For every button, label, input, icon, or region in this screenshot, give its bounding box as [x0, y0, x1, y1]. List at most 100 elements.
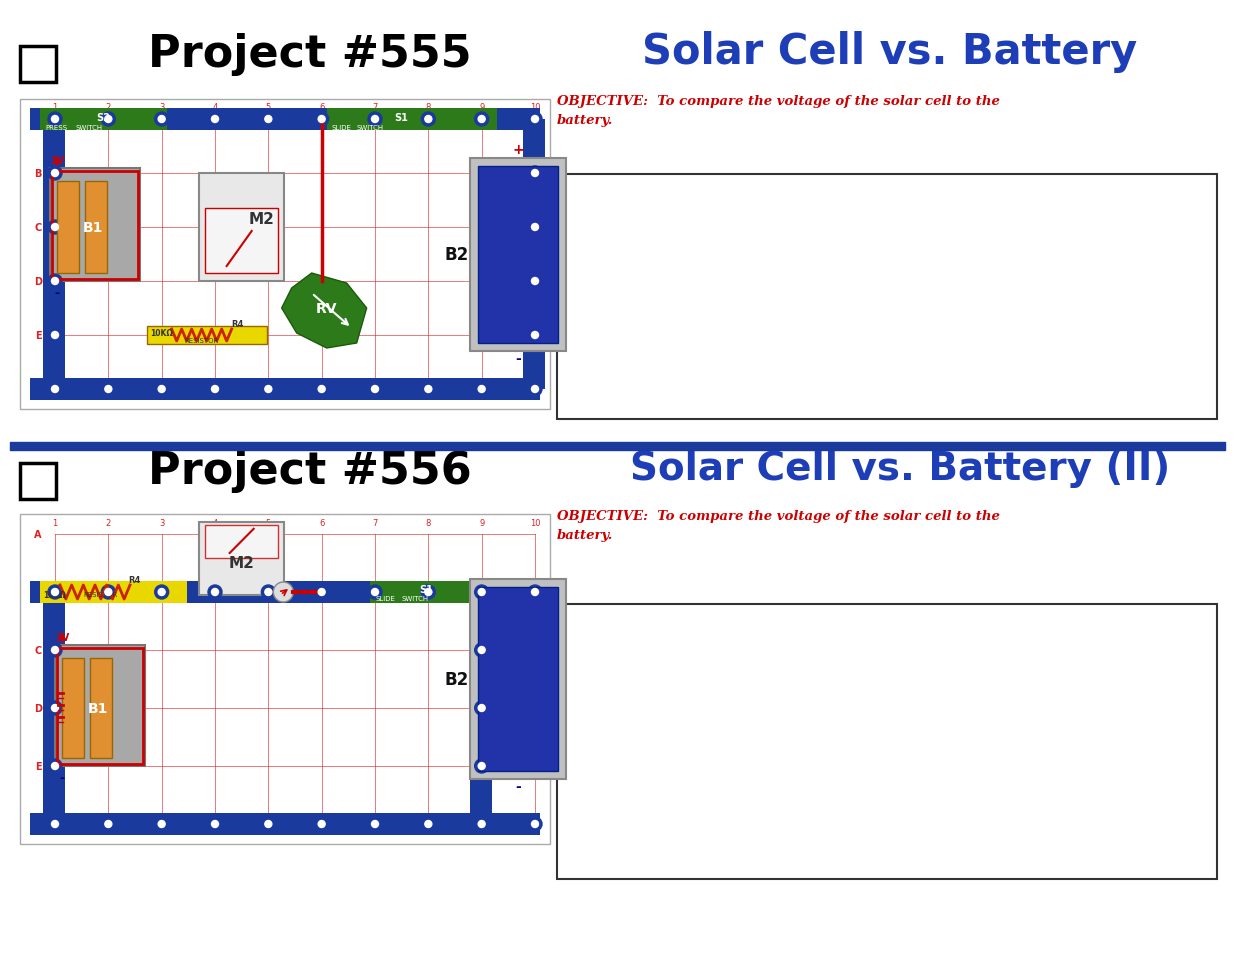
- Circle shape: [105, 386, 112, 393]
- Text: Solar Cell vs. Battery: Solar Cell vs. Battery: [642, 30, 1137, 73]
- Circle shape: [478, 589, 485, 596]
- Text: 3: 3: [159, 103, 164, 112]
- Bar: [57, 182, 79, 274]
- Text: +: +: [52, 156, 62, 169]
- Text: S1: S1: [419, 584, 432, 595]
- Circle shape: [531, 116, 538, 123]
- Circle shape: [273, 582, 294, 602]
- Text: D: D: [35, 276, 42, 287]
- Bar: [478, 167, 558, 343]
- Text: 7: 7: [372, 103, 378, 112]
- Circle shape: [315, 585, 329, 599]
- Circle shape: [207, 585, 222, 599]
- Bar: [85, 182, 107, 274]
- Circle shape: [262, 817, 275, 831]
- Circle shape: [264, 589, 272, 596]
- Circle shape: [154, 112, 169, 127]
- Circle shape: [368, 112, 382, 127]
- Text: D: D: [35, 703, 42, 713]
- Circle shape: [52, 821, 58, 827]
- Circle shape: [52, 705, 58, 712]
- Circle shape: [264, 386, 272, 393]
- Circle shape: [52, 386, 58, 393]
- Text: 10KΩ: 10KΩ: [43, 590, 65, 598]
- Circle shape: [52, 278, 58, 285]
- Circle shape: [48, 274, 62, 289]
- Circle shape: [211, 821, 219, 827]
- Bar: [49, 169, 140, 282]
- Bar: [40, 109, 167, 131]
- Bar: [522, 120, 545, 390]
- Text: SWITCH: SWITCH: [75, 125, 103, 131]
- Circle shape: [315, 112, 329, 127]
- Text: E: E: [35, 761, 41, 771]
- Circle shape: [529, 221, 542, 234]
- Circle shape: [372, 116, 378, 123]
- Circle shape: [372, 821, 378, 827]
- Bar: [40, 581, 186, 603]
- Text: Project #556: Project #556: [148, 450, 472, 493]
- Text: +: +: [513, 142, 524, 156]
- Circle shape: [52, 333, 58, 339]
- Text: 7: 7: [372, 518, 378, 527]
- Circle shape: [529, 112, 542, 127]
- Text: 3: 3: [159, 518, 164, 527]
- Circle shape: [211, 116, 219, 123]
- Bar: [20, 47, 56, 83]
- Bar: [478, 587, 558, 771]
- Circle shape: [368, 382, 382, 396]
- Circle shape: [421, 585, 435, 599]
- Bar: [30, 109, 540, 131]
- Circle shape: [315, 382, 329, 396]
- Text: A: A: [35, 115, 42, 125]
- Circle shape: [101, 382, 115, 396]
- Text: R4: R4: [232, 319, 245, 329]
- Circle shape: [478, 821, 485, 827]
- Text: B: B: [35, 169, 42, 179]
- Circle shape: [158, 589, 165, 596]
- Circle shape: [48, 585, 62, 599]
- Bar: [147, 327, 267, 345]
- Circle shape: [319, 386, 325, 393]
- Text: -: -: [515, 780, 521, 793]
- Circle shape: [529, 585, 542, 599]
- Bar: [20, 463, 56, 499]
- Circle shape: [529, 382, 542, 396]
- Circle shape: [425, 386, 432, 393]
- Bar: [557, 174, 1216, 419]
- Bar: [20, 100, 550, 410]
- Circle shape: [474, 382, 489, 396]
- Bar: [471, 158, 567, 351]
- Circle shape: [48, 112, 62, 127]
- Text: RESISTOR: RESISTOR: [83, 592, 117, 598]
- Circle shape: [531, 821, 538, 827]
- Text: Solar Cell vs. Battery (II): Solar Cell vs. Battery (II): [630, 450, 1170, 488]
- Text: 5: 5: [266, 518, 270, 527]
- Text: RV: RV: [316, 302, 337, 315]
- Text: R4: R4: [128, 576, 141, 584]
- Circle shape: [207, 382, 222, 396]
- Bar: [90, 659, 112, 759]
- Bar: [43, 120, 65, 390]
- Circle shape: [531, 386, 538, 393]
- Circle shape: [531, 171, 538, 177]
- Circle shape: [48, 382, 62, 396]
- Circle shape: [478, 762, 485, 770]
- Text: B2: B2: [445, 246, 468, 264]
- Bar: [43, 593, 65, 824]
- Circle shape: [319, 589, 325, 596]
- Text: F: F: [35, 385, 41, 395]
- Bar: [57, 648, 143, 764]
- Circle shape: [478, 116, 485, 123]
- Text: 4: 4: [212, 518, 217, 527]
- Circle shape: [48, 643, 62, 658]
- Text: 8: 8: [426, 518, 431, 527]
- Circle shape: [105, 589, 112, 596]
- Circle shape: [52, 589, 58, 596]
- Text: OBJECTIVE:  To compare the voltage of the solar cell to the
battery.: OBJECTIVE: To compare the voltage of the…: [557, 510, 1000, 541]
- Circle shape: [52, 171, 58, 177]
- Circle shape: [368, 817, 382, 831]
- Circle shape: [425, 589, 432, 596]
- Text: C: C: [35, 223, 42, 233]
- Text: SLIDE: SLIDE: [375, 596, 395, 601]
